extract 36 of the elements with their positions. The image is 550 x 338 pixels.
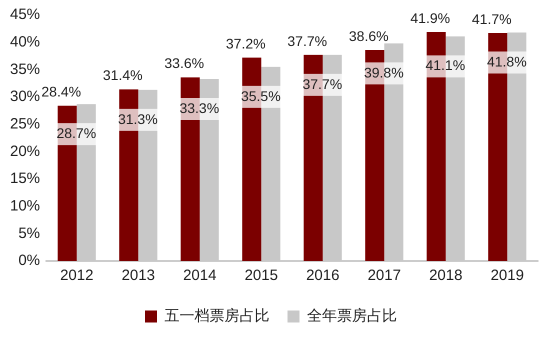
data-label: 33.6% — [164, 55, 204, 72]
y-tick-label: 10% — [10, 197, 40, 214]
data-label: 41.7% — [472, 10, 512, 27]
data-label: 31.3% — [118, 110, 158, 127]
data-label: 39.8% — [364, 64, 404, 80]
x-tick-label: 2017 — [368, 267, 401, 284]
data-label: 33.3% — [179, 100, 220, 116]
data-label: 35.5% — [240, 88, 281, 104]
y-tick-label: 25% — [10, 115, 40, 132]
y-tick-label: 30% — [10, 88, 40, 106]
x-tick-label: 2014 — [183, 267, 216, 284]
data-label: 38.6% — [348, 28, 389, 44]
x-tick-label: 2018 — [429, 267, 462, 284]
y-tick-label: 35% — [10, 60, 40, 78]
legend-label: 五一档票房占比 — [164, 308, 270, 325]
data-label: 41.9% — [410, 10, 450, 26]
data-label: 28.7% — [56, 124, 96, 141]
x-tick-label: 2016 — [306, 267, 340, 284]
data-label: 37.7% — [302, 76, 342, 92]
data-label: 41.8% — [486, 53, 527, 70]
y-tick-label: 5% — [18, 224, 40, 242]
x-tick-label: 2019 — [490, 267, 524, 284]
y-tick-label: 40% — [10, 33, 40, 50]
y-tick-label: 20% — [10, 142, 40, 160]
legend-label: 全年票房占比 — [307, 308, 397, 325]
data-label: 28.4% — [41, 84, 82, 100]
x-tick-label: 2012 — [60, 267, 94, 284]
data-label: 37.2% — [226, 36, 266, 52]
data-label: 37.7% — [287, 32, 328, 49]
x-tick-label: 2013 — [122, 267, 155, 284]
x-tick-label: 2015 — [244, 267, 278, 284]
data-label: 41.1% — [425, 57, 466, 74]
y-tick-label: 45% — [10, 6, 40, 24]
y-tick-label: 15% — [10, 170, 40, 188]
y-tick-label: 0% — [18, 252, 40, 270]
data-label: 31.4% — [102, 67, 143, 84]
